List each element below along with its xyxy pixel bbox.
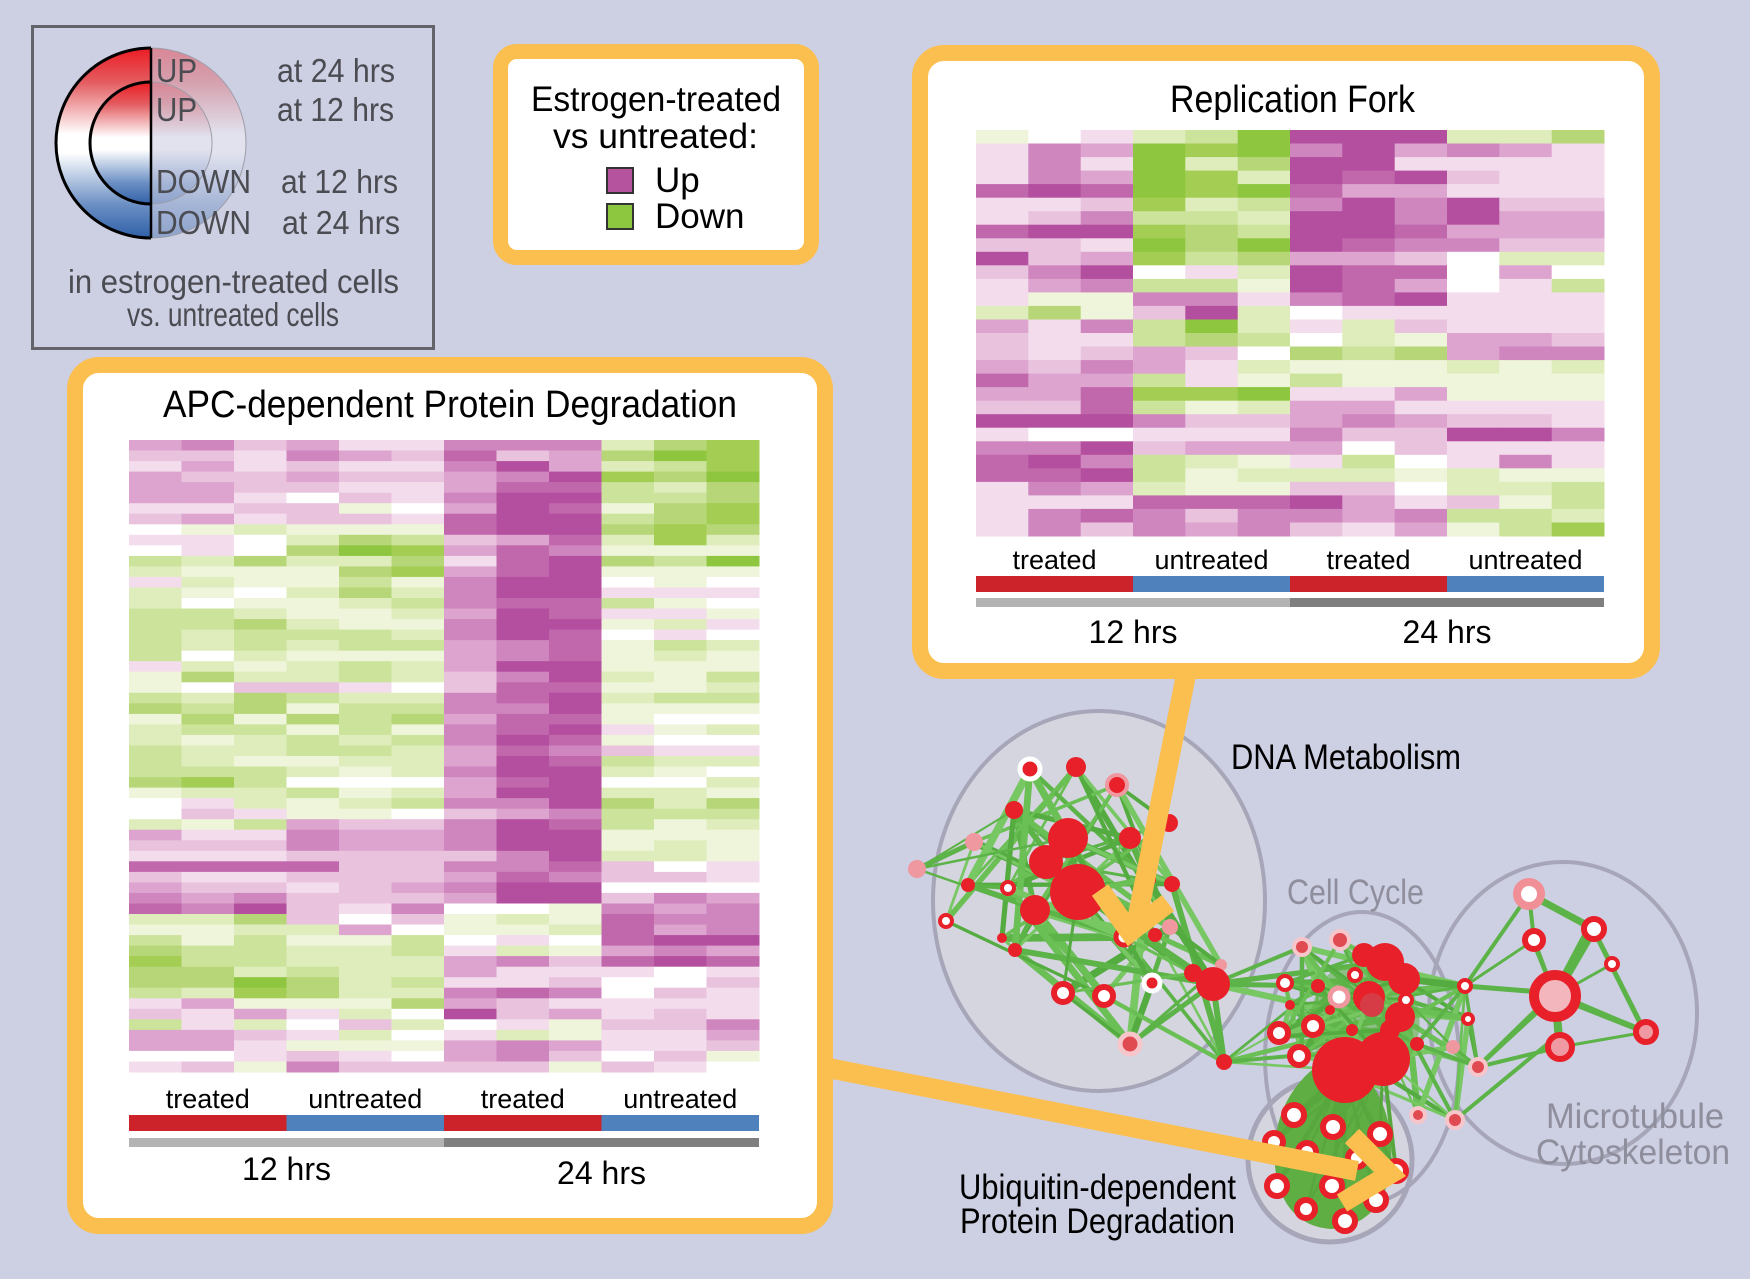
svg-text:DOWN: DOWN — [156, 204, 251, 241]
svg-text:12 hrs: 12 hrs — [1089, 614, 1178, 650]
svg-text:24 hrs: 24 hrs — [557, 1155, 646, 1191]
svg-text:Ubiquitin-dependent: Ubiquitin-dependent — [959, 1168, 1236, 1207]
svg-text:Cell Cycle: Cell Cycle — [1287, 873, 1424, 912]
svg-text:vs untreated:: vs untreated: — [553, 117, 758, 156]
svg-text:treated: treated — [1326, 545, 1410, 575]
svg-text:untreated: untreated — [1468, 545, 1582, 575]
svg-text:at 24 hrs: at 24 hrs — [277, 52, 395, 89]
svg-text:Down: Down — [655, 197, 744, 236]
svg-text:UP: UP — [156, 52, 197, 89]
svg-text:at 12 hrs: at 12 hrs — [277, 91, 394, 128]
svg-text:at 12 hrs: at 12 hrs — [281, 163, 398, 200]
svg-text:Replication Fork: Replication Fork — [1170, 79, 1416, 121]
svg-text:24 hrs: 24 hrs — [1403, 614, 1492, 650]
svg-text:vs. untreated cells: vs. untreated cells — [127, 296, 339, 333]
svg-text:Up: Up — [655, 161, 700, 200]
svg-text:treated: treated — [481, 1084, 565, 1114]
svg-text:treated: treated — [1012, 545, 1096, 575]
svg-text:untreated: untreated — [623, 1084, 737, 1114]
svg-text:in estrogen-treated cells: in estrogen-treated cells — [68, 263, 399, 300]
svg-text:untreated: untreated — [1154, 545, 1268, 575]
svg-text:DNA Metabolism: DNA Metabolism — [1231, 738, 1461, 777]
svg-text:12 hrs: 12 hrs — [242, 1151, 331, 1187]
svg-text:DOWN: DOWN — [156, 163, 251, 200]
svg-text:Estrogen-treated: Estrogen-treated — [531, 80, 781, 119]
svg-text:Microtubule: Microtubule — [1546, 1097, 1724, 1136]
svg-text:Protein Degradation: Protein Degradation — [960, 1202, 1235, 1241]
svg-text:Cytoskeleton: Cytoskeleton — [1536, 1133, 1730, 1172]
svg-text:untreated: untreated — [308, 1084, 422, 1114]
svg-text:at 24 hrs: at 24 hrs — [282, 204, 400, 241]
svg-text:APC-dependent Protein Degradat: APC-dependent Protein Degradation — [163, 384, 737, 426]
svg-text:UP: UP — [156, 91, 197, 128]
svg-text:treated: treated — [166, 1084, 250, 1114]
